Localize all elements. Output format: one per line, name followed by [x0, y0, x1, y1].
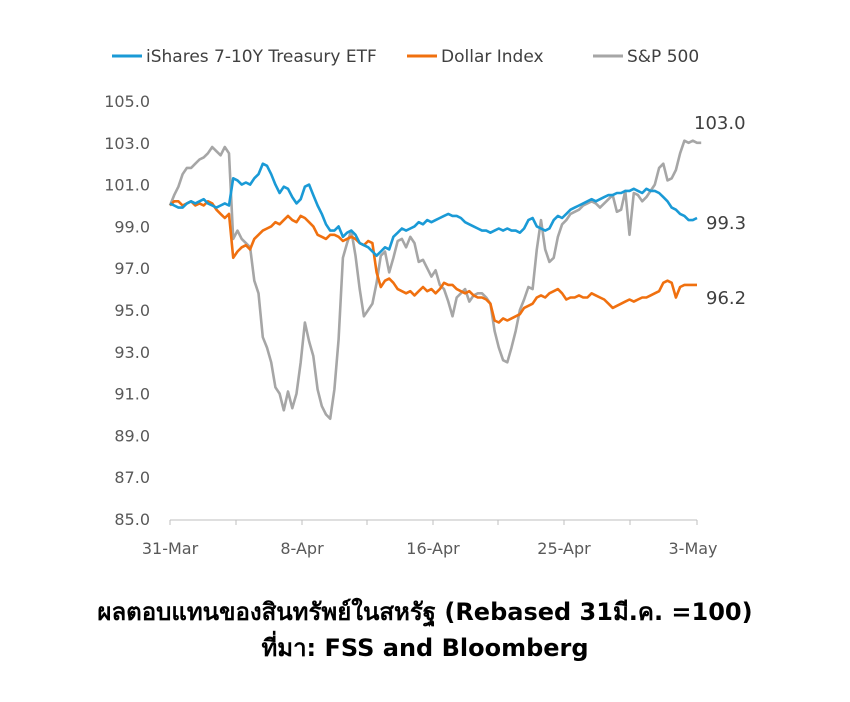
y-tick-label: 91.0 — [114, 385, 150, 404]
legend-label: iShares 7-10Y Treasury ETF — [146, 47, 377, 67]
end-label-2: 103.0 — [694, 113, 746, 134]
series-line-2 — [168, 139, 702, 420]
x-tick-label: 31-Mar — [142, 539, 199, 558]
y-tick-label: 89.0 — [114, 426, 150, 445]
series-line-0 — [169, 162, 698, 257]
y-axis: 105.0 103.0 101.0 99.0 97.0 95.0 93.0 91.0 89.0 8… — [104, 92, 150, 529]
y-tick-label: 93.0 — [114, 343, 150, 362]
end-label-1: 96.2 — [706, 288, 746, 309]
chart-source: ที่มา: FSS and Bloomberg — [261, 634, 589, 662]
x-tick-label: 8-Apr — [280, 539, 324, 558]
legend-label: Dollar Index — [441, 47, 544, 67]
x-tick-label: 3-May — [668, 539, 717, 558]
chart-caption: ผลตอบแทนของสินทรัพย์ในสหรัฐ (Rebased 31ม… — [97, 598, 753, 626]
end-label-0: 99.3 — [706, 213, 746, 234]
y-tick-label: 99.0 — [114, 217, 150, 236]
y-tick-label: 105.0 — [104, 92, 150, 111]
y-tick-label: 87.0 — [114, 468, 150, 487]
x-axis: 31-Mar 8-Apr 16-Apr 25-Apr 3-May — [142, 519, 718, 558]
y-tick-label: 101.0 — [104, 176, 150, 195]
legend-label: S&P 500 — [627, 47, 699, 67]
x-tick-label: 25-Apr — [537, 539, 591, 558]
y-tick-label: 103.0 — [104, 134, 150, 153]
y-tick-label: 85.0 — [114, 510, 150, 529]
y-tick-label: 97.0 — [114, 259, 150, 278]
y-tick-label: 95.0 — [114, 301, 150, 320]
plot-area — [168, 139, 702, 420]
end-labels: 99.3 96.2 103.0 — [694, 113, 746, 309]
series-line-1 — [169, 200, 697, 324]
legend: iShares 7-10Y Treasury ETF Dollar Index S&… — [112, 47, 699, 67]
x-tick-label: 16-Apr — [406, 539, 460, 558]
